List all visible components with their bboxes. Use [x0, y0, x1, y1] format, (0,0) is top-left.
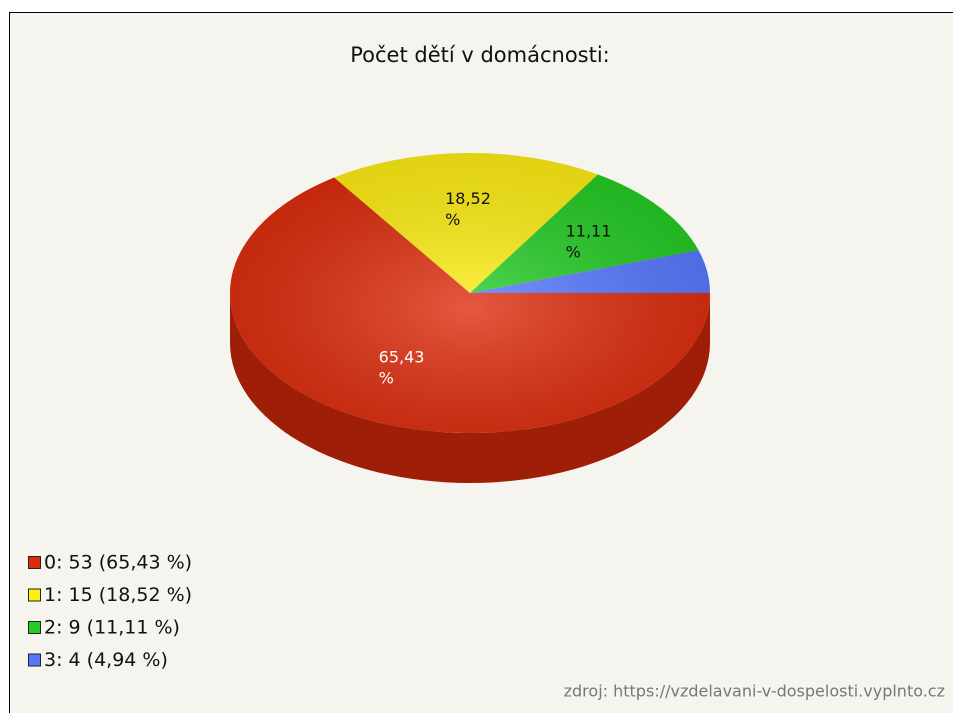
source-note: zdroj: https://vzdelavani-v-dospelosti.v…: [564, 682, 945, 701]
data-label: 65,43%: [379, 347, 425, 387]
data-label: 18,52%: [445, 189, 491, 229]
legend-swatch: [28, 621, 41, 634]
legend-label: 0: 53 (65,43 %): [44, 552, 192, 574]
chart-title: Počet dětí v domácnosti:: [350, 43, 610, 67]
pie-side: [230, 293, 710, 483]
legend-swatch: [28, 588, 41, 602]
legend-label: 1: 15 (18,52 %): [44, 584, 192, 606]
legend-swatch: [28, 653, 41, 667]
legend-swatch: [28, 556, 41, 569]
legend-label: 2: 9 (11,11 %): [44, 617, 180, 639]
legend-label: 3: 4 (4,94 %): [44, 649, 168, 671]
data-label: 11,11%: [566, 221, 612, 261]
